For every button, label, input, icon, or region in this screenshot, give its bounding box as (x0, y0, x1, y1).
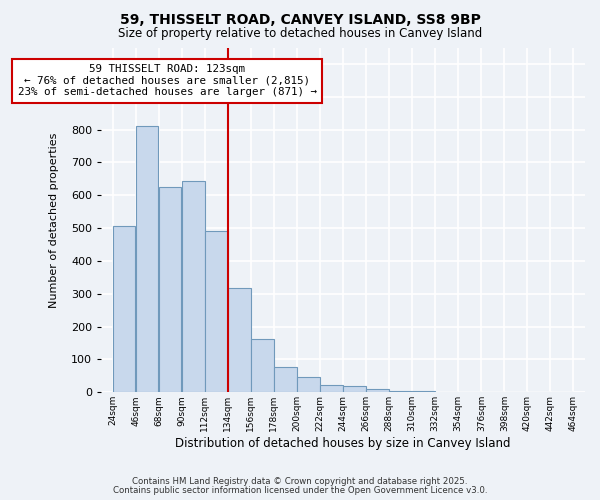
Bar (343, 386, 366, 392)
Bar (136, 126, 158, 392)
Bar (113, 226, 136, 392)
Bar (228, 288, 251, 393)
Text: Contains HM Land Registry data © Crown copyright and database right 2025.: Contains HM Land Registry data © Crown c… (132, 477, 468, 486)
X-axis label: Distribution of detached houses by size in Canvey Island: Distribution of detached houses by size … (175, 437, 511, 450)
Bar (251, 339, 274, 392)
Bar (389, 390, 412, 392)
Text: 59 THISSELT ROAD: 123sqm
← 76% of detached houses are smaller (2,815)
23% of sem: 59 THISSELT ROAD: 123sqm ← 76% of detach… (17, 64, 317, 97)
Bar (367, 389, 389, 392)
Text: Size of property relative to detached houses in Canvey Island: Size of property relative to detached ho… (118, 28, 482, 40)
Text: 59, THISSELT ROAD, CANVEY ISLAND, SS8 9BP: 59, THISSELT ROAD, CANVEY ISLAND, SS8 9B… (119, 12, 481, 26)
Bar (297, 376, 320, 392)
Y-axis label: Number of detached properties: Number of detached properties (49, 132, 59, 308)
Text: Contains public sector information licensed under the Open Government Licence v3: Contains public sector information licen… (113, 486, 487, 495)
Bar (205, 232, 227, 392)
Bar (182, 181, 205, 392)
Bar (320, 385, 343, 392)
Bar (159, 187, 181, 392)
Bar (274, 366, 296, 392)
